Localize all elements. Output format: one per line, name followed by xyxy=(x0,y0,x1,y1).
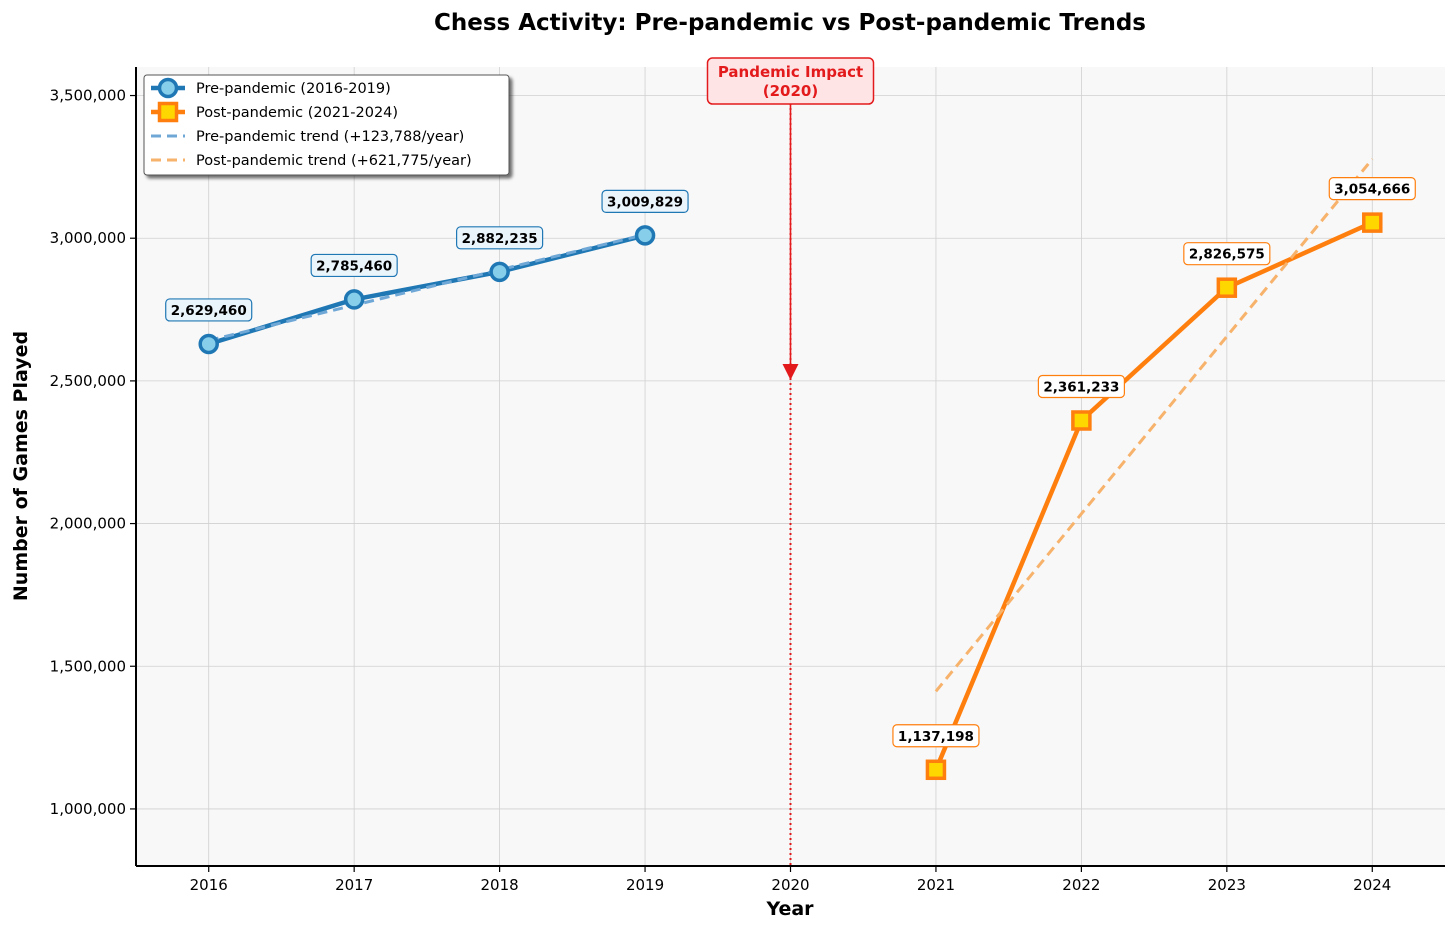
data-label: 2,361,233 xyxy=(1043,379,1119,395)
legend-marker-circle xyxy=(157,77,179,99)
x-tick-label: 2022 xyxy=(1062,876,1100,894)
data-label-box xyxy=(601,189,689,214)
data-point-square xyxy=(1362,212,1383,233)
y-axis-ticks: 1,000,000 1,500,000 2,000,000 2,500,000 3,00… xyxy=(50,87,136,818)
data-label-layer: 2,629,460 2,785,460 2,882,235 3,009,829 1,13… xyxy=(165,177,1416,748)
legend-entry-label: Pre-pandemic (2016-2019) xyxy=(196,81,391,97)
data-point-circle xyxy=(634,225,656,246)
data-label: 1,137,198 xyxy=(898,729,974,745)
legend-marker-square xyxy=(157,101,179,123)
x-tick-label: 2020 xyxy=(771,876,809,894)
data-label-box xyxy=(165,298,253,322)
legend: Pre-pandemic (2016-2019) Post-pandemic (2… xyxy=(143,74,510,176)
pandemic-annotation-year: (2020) xyxy=(763,82,818,100)
data-point-circle xyxy=(198,333,219,355)
pandemic-annotation-text: Pandemic Impact xyxy=(718,63,863,81)
data-point-square xyxy=(1216,277,1238,298)
series-layer xyxy=(198,158,1383,781)
data-point-circle xyxy=(343,289,365,310)
y-tick-label: 3,000,000 xyxy=(50,229,126,247)
data-label: 2,826,575 xyxy=(1189,247,1265,263)
x-axis-ticks: 2016 2017 2018 2019 2020 2021 2022 2023 2024 xyxy=(190,866,1391,894)
y-tick-label: 2,500,000 xyxy=(50,372,126,390)
x-axis-label: Year xyxy=(765,898,814,920)
x-tick-label: 2017 xyxy=(335,876,373,894)
data-label-box xyxy=(310,253,398,278)
pandemic-annotation-box xyxy=(706,57,875,105)
data-point-square xyxy=(925,759,947,781)
data-point-circle xyxy=(489,261,510,283)
data-point-square xyxy=(1071,410,1092,431)
y-tick-label: 1,500,000 xyxy=(50,657,126,675)
x-tick-label: 2024 xyxy=(1353,876,1391,894)
data-label-box xyxy=(456,226,544,250)
x-tick-label: 2021 xyxy=(917,876,955,894)
data-label-box xyxy=(892,724,980,748)
legend-box xyxy=(143,74,510,176)
x-tick-label: 2016 xyxy=(190,876,228,894)
x-tick-label: 2018 xyxy=(481,876,519,894)
post-pandemic-trend-line xyxy=(934,158,1374,693)
legend-entry-label: Post-pandemic trend (+621,775/year) xyxy=(196,153,472,169)
y-tick-label: 2,000,000 xyxy=(50,515,126,533)
x-tick-label: 2019 xyxy=(626,876,664,894)
pre-pandemic-trend-line xyxy=(208,233,646,342)
data-label: 2,629,460 xyxy=(171,303,247,319)
data-label: 3,054,666 xyxy=(1334,182,1410,198)
y-tick-label: 3,500,000 xyxy=(50,87,126,105)
data-label: 2,785,460 xyxy=(316,258,392,274)
annotation-layer: Pandemic Impact(2020) xyxy=(706,57,875,866)
data-label: 3,009,829 xyxy=(607,194,683,210)
legend-entry-label: Pre-pandemic trend (+123,788/year) xyxy=(196,129,464,145)
legend-entry-label: Post-pandemic (2021-2024) xyxy=(196,105,398,121)
x-tick-label: 2023 xyxy=(1208,876,1246,894)
data-label-box xyxy=(1328,177,1416,201)
y-axis-label: Number of Games Played xyxy=(10,331,32,601)
data-label-box xyxy=(1037,374,1125,399)
chart-title: Chess Activity: Pre-pandemic vs Post-pan… xyxy=(434,10,1146,36)
data-label: 2,882,235 xyxy=(462,231,538,247)
y-tick-label: 1,000,000 xyxy=(50,800,126,818)
data-label-box xyxy=(1183,242,1271,266)
post-pandemic-line xyxy=(933,220,1375,773)
